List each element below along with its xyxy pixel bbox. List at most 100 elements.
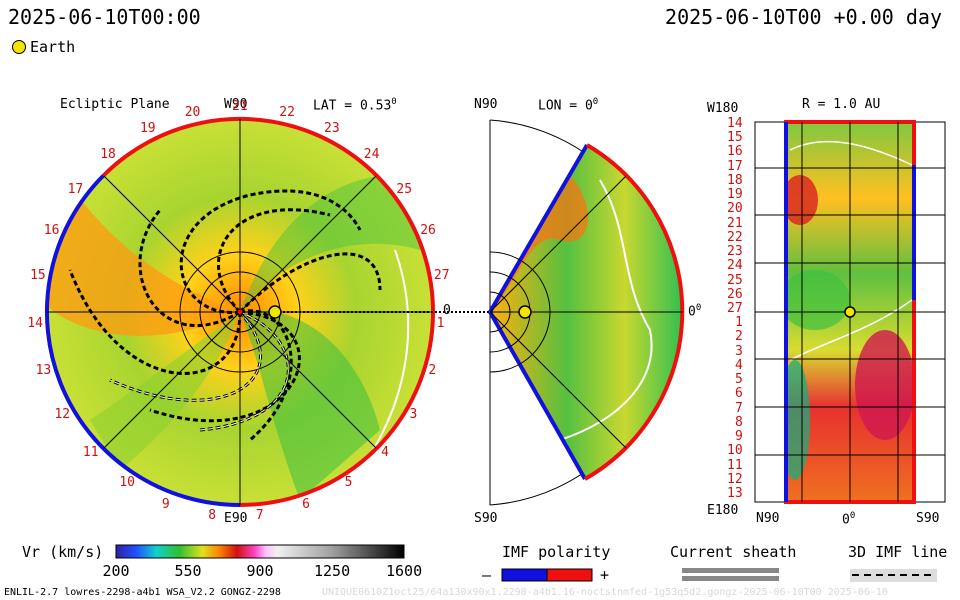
ecliptic-tick-label: 17 xyxy=(67,181,84,197)
synoptic-tick-label: 2 xyxy=(735,329,743,345)
imf-line-title: 3D IMF line xyxy=(848,543,948,561)
synoptic-tick-label: 11 xyxy=(727,457,743,473)
meridional-n90-label: N90 xyxy=(474,97,498,112)
earth-legend-icon xyxy=(12,40,26,54)
synoptic-tick-label: 27 xyxy=(727,301,743,316)
synoptic-e180-label: E180 xyxy=(707,503,739,518)
meridional-plane-plot xyxy=(488,119,685,506)
meridional-contour xyxy=(559,179,653,441)
synoptic-zero-label: 00 xyxy=(842,511,856,528)
synoptic-tick-label: 20 xyxy=(727,201,743,217)
colorbar-tick-label: 550 xyxy=(174,562,202,580)
ecliptic-tick-label: 4 xyxy=(381,444,389,460)
synoptic-tick-label: 7 xyxy=(735,400,743,416)
imf-negative-swatch xyxy=(501,568,548,582)
footer-model-info: ENLIL-2.7 lowres-2298-a4b1 WSA_V2.2 GONG… xyxy=(4,587,281,598)
ecliptic-w90-label: W90 xyxy=(224,97,248,112)
ecliptic-tick-label: 11 xyxy=(82,444,99,460)
ecliptic-tick-label: 2 xyxy=(428,362,437,378)
ecliptic-tick-label: 3 xyxy=(409,406,418,422)
colorbar-tick-label: 1600 xyxy=(386,562,423,580)
ecliptic-contour xyxy=(359,249,410,471)
ecliptic-rim-negative xyxy=(44,174,241,507)
synoptic-tick-label: 12 xyxy=(727,471,743,487)
ecliptic-tick-label: 18 xyxy=(100,146,116,162)
ecliptic-tick-label: 5 xyxy=(344,475,353,491)
synoptic-tick-label: 6 xyxy=(735,386,743,402)
imf-plus-label: + xyxy=(600,566,610,584)
slow-wind-region xyxy=(240,310,380,500)
ecliptic-tick-label: 22 xyxy=(279,104,295,120)
fast-wind-region xyxy=(47,170,240,336)
synoptic-tick-label: 9 xyxy=(735,429,743,445)
imf-minus-label: – xyxy=(482,566,492,584)
ecliptic-tick-label: 12 xyxy=(54,406,71,422)
ecliptic-tick-label: 10 xyxy=(119,475,135,491)
ecliptic-tick-label: 23 xyxy=(324,120,340,136)
sun-marker xyxy=(236,308,244,316)
ecliptic-title: Ecliptic Plane xyxy=(60,97,170,112)
synoptic-tick-label: 14 xyxy=(727,116,743,131)
sheath-symbol-upper xyxy=(682,568,779,573)
synoptic-tick-label: 16 xyxy=(727,144,743,160)
ecliptic-lat-label: LAT = 0.530 xyxy=(313,97,397,114)
synoptic-tick-label: 13 xyxy=(727,486,743,501)
ecliptic-tick-label: 24 xyxy=(363,146,380,162)
synoptic-tick-label: 17 xyxy=(727,158,743,174)
synoptic-tick-label: 26 xyxy=(727,286,743,302)
ecliptic-rim-positive xyxy=(102,116,435,313)
ecliptic-tick-label: 8 xyxy=(208,507,217,523)
synoptic-map-plot xyxy=(754,120,946,504)
ecliptic-tick-label: 21 xyxy=(232,99,248,114)
datetime-right: 2025-06-10T00 +0.00 day xyxy=(665,5,942,29)
synoptic-tick-label: 21 xyxy=(727,215,743,231)
synoptic-tick-label: 23 xyxy=(727,244,743,260)
ecliptic-tick-label: 1 xyxy=(436,315,445,331)
synoptic-tick-label: 5 xyxy=(735,372,743,388)
synoptic-tick-label: 15 xyxy=(727,130,743,146)
ecliptic-tick-label: 7 xyxy=(255,507,264,523)
ecliptic-tick-label: 15 xyxy=(30,268,46,284)
ecliptic-plane-plot xyxy=(44,116,490,507)
synoptic-tick-label: 4 xyxy=(735,357,743,373)
datetime-left: 2025-06-10T00:00 xyxy=(8,5,201,29)
ecliptic-earth-icon xyxy=(268,305,282,319)
synoptic-tick-label: 24 xyxy=(727,258,743,274)
synoptic-tick-label: 1 xyxy=(735,315,743,331)
synoptic-tick-label: 22 xyxy=(727,229,743,245)
synoptic-r-label: R = 1.0 AU xyxy=(802,97,881,112)
colorbar-tick-label: 1250 xyxy=(314,562,351,580)
meridional-earth-icon xyxy=(518,305,532,319)
colorbar-tick-label: 900 xyxy=(246,562,274,580)
ecliptic-tick-label: 16 xyxy=(43,222,60,238)
synoptic-tick-label: 19 xyxy=(727,187,743,203)
synoptic-s90-label: S90 xyxy=(916,511,940,526)
sheath-symbol-lower xyxy=(682,576,779,581)
imf-polarity-title: IMF polarity xyxy=(502,543,611,561)
ecliptic-tick-label: 20 xyxy=(184,104,201,120)
vr-colorbar xyxy=(115,544,405,559)
earth-legend-label: Earth xyxy=(30,38,76,56)
current-sheath-title: Current sheath xyxy=(670,543,797,561)
meridional-s90-label: S90 xyxy=(474,511,498,526)
ecliptic-tick-label: 25 xyxy=(396,181,413,197)
synoptic-earth-icon xyxy=(844,306,856,318)
synoptic-n90-label: N90 xyxy=(756,511,780,526)
colorbar-title: Vr (km/s) xyxy=(22,543,104,561)
synoptic-grid xyxy=(755,122,945,502)
synoptic-tick-label: 18 xyxy=(727,172,743,188)
footer-run-id: UNIQUE0610Z1oct25/64a130x90x1.2298-a4b1.… xyxy=(322,587,888,598)
ecliptic-tick-label: 26 xyxy=(420,222,436,238)
synoptic-w180-label: W180 xyxy=(707,101,739,116)
synoptic-tick-label: 3 xyxy=(735,343,743,359)
ecliptic-zero-label: 0 xyxy=(443,303,451,318)
meridional-lon-label: LON = 00 xyxy=(538,97,599,114)
ecliptic-tick-label: 6 xyxy=(302,496,310,512)
ecliptic-tick-label: 27 xyxy=(433,268,450,284)
colorbar-tick-label: 200 xyxy=(102,562,130,580)
ecliptic-tick-label: 13 xyxy=(35,362,52,378)
ecliptic-e90-label: E90 xyxy=(224,511,248,526)
imf-positive-swatch xyxy=(546,568,593,582)
ecliptic-tick-label: 14 xyxy=(27,315,43,331)
